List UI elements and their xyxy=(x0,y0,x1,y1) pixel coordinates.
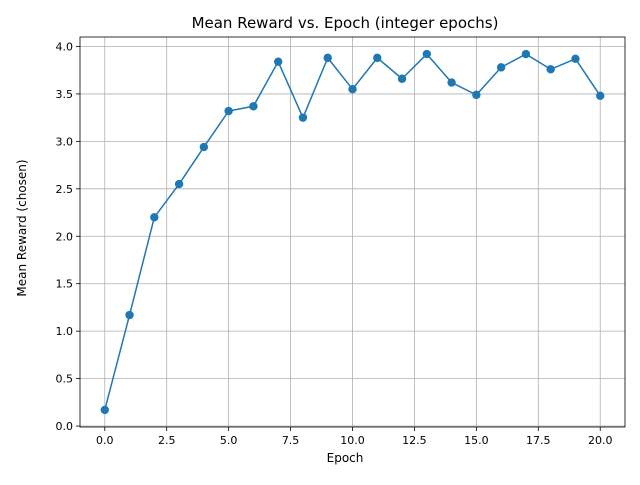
data-point xyxy=(447,78,456,87)
grid xyxy=(80,37,625,427)
data-point xyxy=(348,84,357,94)
data-point xyxy=(596,91,605,101)
series-layer xyxy=(100,49,605,415)
y-tick-label: 2.5 xyxy=(56,183,74,196)
data-point xyxy=(249,102,258,111)
x-tick-label: 7.5 xyxy=(282,434,300,447)
data-point xyxy=(323,53,332,63)
x-tick-label: 0.0 xyxy=(96,434,114,447)
y-tick-label: 1.0 xyxy=(56,325,74,338)
x-tick-label: 15.0 xyxy=(464,434,489,447)
data-point xyxy=(125,310,134,320)
y-axis-label: Mean Reward (chosen) xyxy=(15,159,29,296)
x-tick-label: 10.0 xyxy=(340,434,365,447)
data-point xyxy=(496,63,506,72)
data-point xyxy=(100,405,109,415)
data-point xyxy=(150,213,159,222)
data-point xyxy=(472,90,481,100)
y-tick-label: 2.0 xyxy=(56,230,74,243)
x-tick-label: 20.0 xyxy=(588,434,613,447)
y-tick-label: 3.5 xyxy=(56,88,74,101)
y-axis-ticks: 0.0 0.5 1.0 1.5 2.0 2.5 3.0 3.5 4.0 xyxy=(56,40,80,433)
chart-title: Mean Reward vs. Epoch (integer epochs) xyxy=(192,14,499,32)
x-axis-ticks: 0.0 2.5 5.0 7.5 10.0 12.5 15.0 17.5 20.0 xyxy=(96,427,612,447)
x-tick-label: 2.5 xyxy=(158,434,176,447)
data-point xyxy=(199,142,209,152)
data-point xyxy=(373,53,382,63)
x-tick-label: 17.5 xyxy=(526,434,551,447)
data-point xyxy=(224,106,233,116)
data-point xyxy=(174,179,184,189)
x-axis-label: Epoch xyxy=(327,451,364,465)
data-point xyxy=(298,113,308,122)
data-point xyxy=(397,74,407,83)
x-tick-label: 12.5 xyxy=(402,434,427,447)
data-point xyxy=(422,49,432,59)
x-tick-label: 5.0 xyxy=(220,434,238,447)
data-point xyxy=(273,57,283,66)
y-tick-label: 3.0 xyxy=(56,135,74,148)
data-point xyxy=(521,49,531,59)
y-tick-label: 0.0 xyxy=(56,420,74,433)
data-point xyxy=(571,54,580,64)
y-tick-label: 0.5 xyxy=(56,373,74,386)
y-tick-label: 4.0 xyxy=(56,40,74,53)
y-tick-label: 1.5 xyxy=(56,278,74,291)
data-point xyxy=(546,65,555,74)
